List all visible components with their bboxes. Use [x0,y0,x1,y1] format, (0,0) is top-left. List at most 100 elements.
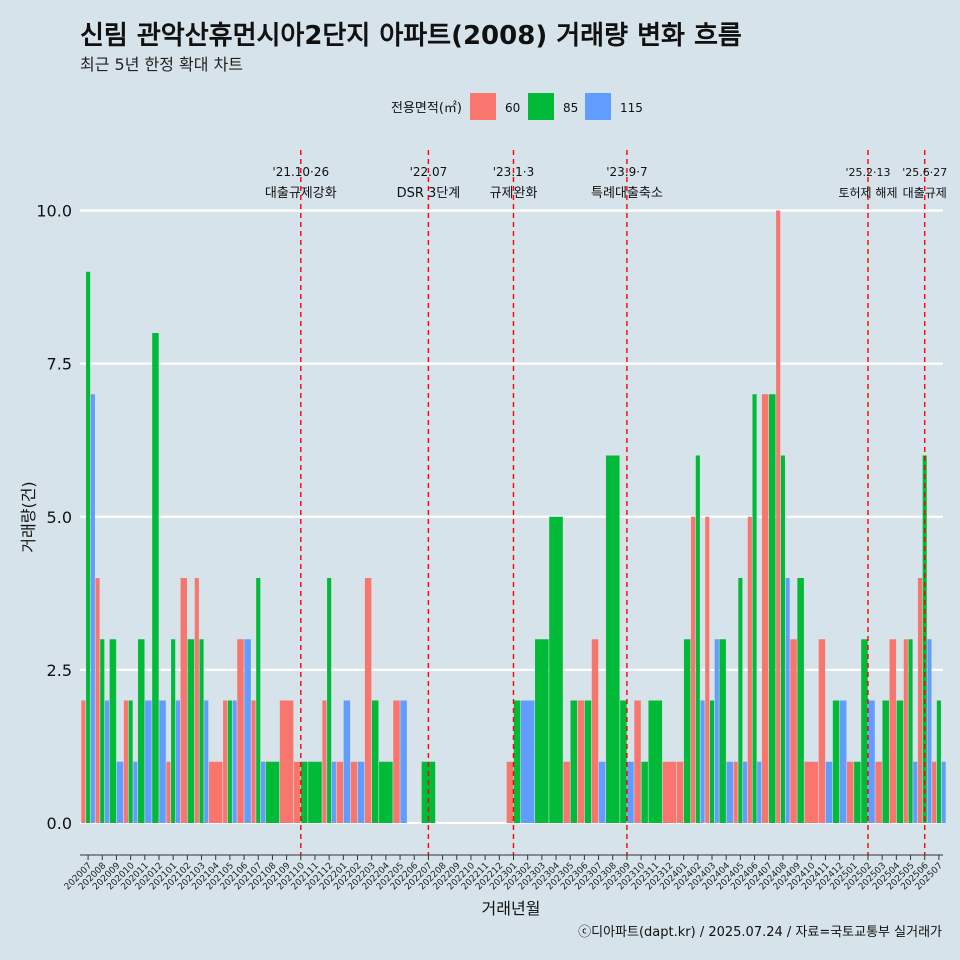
legend-swatch-115 [585,93,611,120]
legend-label-60: 60 [505,101,520,115]
bar-60-202205 [393,700,400,823]
bar-85-202412 [832,700,840,823]
event-label: 규제완화 [490,186,538,201]
bar-60-202403 [705,516,710,823]
bar-85-202310 [641,761,648,823]
bar-85-202408 [780,455,785,823]
bar-60-202106 [237,639,244,823]
bar-60-202105 [223,700,228,823]
bar-60-202312 [662,761,677,823]
bar-60-202103 [194,578,199,823]
bar-115-202010 [133,761,138,823]
bar-85-202011 [138,639,145,823]
x-axis-title: 거래년월 [482,899,541,918]
legend-label-85: 85 [563,101,578,115]
bar-85-202502 [861,639,868,823]
bar-60-202401 [676,761,684,823]
bar-60-202507 [932,761,937,823]
bar-85-202503 [882,700,889,823]
bar-60-202411 [818,639,826,823]
bar-85-202311 [648,700,663,823]
x-axis: 2020072020082020092020102020112020122021… [63,854,945,892]
bar-60-202107 [251,700,256,823]
bar-115-202012 [159,700,166,823]
bar-60-202307 [591,639,599,823]
bar-85-202405 [738,578,743,823]
bar-85-202203 [371,700,379,823]
bar-60-202301 [506,761,514,823]
bar-60-202407 [761,394,769,823]
bar-85-202108 [265,761,280,823]
bar-115-202506 [927,639,932,823]
bar-85-202505 [908,639,913,823]
bar-115-202009 [116,761,124,823]
y-tick-label: 2.5 [47,661,72,680]
bar-60-202505 [903,639,908,823]
bar-60-202007 [81,700,86,823]
bar-85-202403 [709,700,715,823]
bar-85-202306 [584,700,592,823]
bar-85-202401 [683,639,691,823]
bar-60-202110 [294,761,301,823]
legend-title: 전용면적(㎡) [391,101,462,116]
bar-85-202409 [797,578,804,823]
bar-115-202411 [825,761,833,823]
bar-85-202501 [854,761,861,823]
bar-85-202301 [513,700,521,823]
bar-85-202105 [227,700,232,823]
bar-115-202103 [204,700,209,823]
bar-115-202403 [714,639,719,823]
bar-85-202107 [256,578,261,823]
bar-115-202106 [244,639,251,823]
y-axis-ticks: 0.0 2.5 5.0 7.5 10.0 [36,202,72,834]
bar-60-202310 [634,700,641,823]
bar-85-202007 [86,271,91,823]
event-label: 대출규제 [903,186,947,200]
event-markers: '21.10·26 대출규제강화 '22.07 DSR 3단계 '23.1·3 규제완화 '… [265,150,947,855]
bar-60-202504 [889,639,897,823]
y-tick-label: 10.0 [36,202,72,221]
bar-85-202309 [620,700,627,823]
bar-60-202201 [336,761,344,823]
footer-caption: ⓒ디아파트(dapt.kr) / 2025.07.24 / 자료=국토교통부 실… [578,925,942,940]
y-axis-title: 거래량(건) [19,481,38,552]
bar-85-202008 [100,639,105,823]
legend-label-115: 115 [620,101,643,115]
bars [81,210,946,823]
bar-60-202203 [364,578,372,823]
bar-60-202405 [733,761,738,823]
bar-60-202406 [747,516,752,823]
bar-85-202303 [535,639,549,823]
bar-60-202305 [563,761,570,823]
y-tick-label: 5.0 [47,508,72,527]
bar-85-202110 [301,761,308,823]
event-date: '22.07 [410,165,448,179]
bar-85-202012 [152,333,159,823]
bar-115-202307 [598,761,606,823]
bar-115-202406 [757,761,762,823]
bar-60-202506 [917,578,923,823]
bar-85-202308 [605,455,620,823]
bar-85-202103 [199,639,204,823]
y-tick-label: 7.5 [47,355,72,374]
chart-subtitle: 최근 5년 한정 확대 차트 [80,55,243,74]
bar-115-202007 [90,394,95,823]
bar-85-202406 [752,394,757,823]
bar-115-202412 [839,700,847,823]
bar-60-202202 [350,761,358,823]
bar-60-202010 [123,700,128,823]
bar-60-202102 [180,578,188,823]
bar-115-202107 [260,761,266,823]
event-date: '25.2·13 [845,166,890,179]
bar-60-202501 [847,761,854,823]
legend: 전용면적(㎡) 60 85 115 [391,93,643,120]
bar-60-202008 [95,578,100,823]
bar-60-202408 [776,210,781,823]
bar-85-202304 [549,516,563,823]
chart-title: 신림 관악산휴먼시아2단지 아파트(2008) 거래량 변화 흐름 [80,21,742,51]
bar-115-202302 [520,700,535,823]
grid-lines [80,209,943,825]
event-date: '25.6·27 [902,166,947,179]
bar-115-202502 [868,700,875,823]
